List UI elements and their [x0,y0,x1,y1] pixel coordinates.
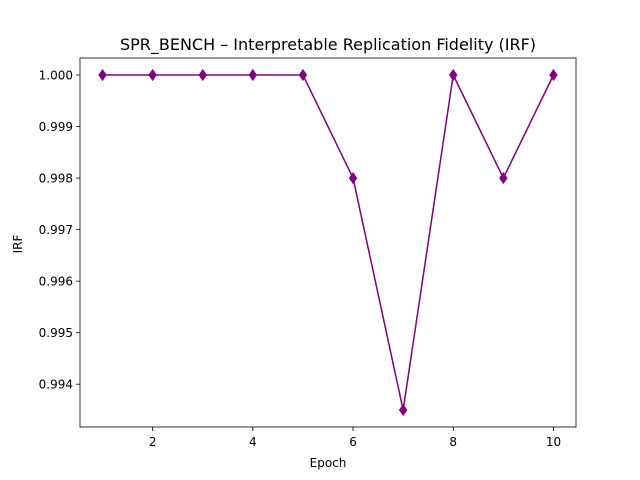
y-tick-label: 0.997 [39,223,73,237]
x-tick-label: 8 [449,435,457,449]
x-tick-label: 4 [249,435,257,449]
plot-area: 2 4 6 8 10 0.994 0.995 0.996 0.997 0.998 0.999 1.00… [39,57,577,449]
plot-frame [79,57,577,428]
data-point-marker [148,68,157,82]
y-tick-label: 1.000 [39,69,73,83]
chart-title: SPR_BENCH – Interpretable Replication Fi… [120,35,536,55]
data-point-marker [398,403,408,417]
series-line [102,74,555,411]
x-tick-label: 10 [546,435,561,449]
y-axis-label: IRF [11,235,25,254]
data-point-marker [98,68,107,82]
x-axis-label: Epoch [310,456,347,470]
data-point-marker [348,172,358,185]
x-tick-label: 6 [349,435,357,449]
data-point-marker [298,68,308,82]
data-point-marker [499,172,508,185]
data-point-marker [198,68,207,82]
x-tick-label: 2 [149,435,157,449]
y-tick-label: 0.996 [39,275,73,289]
y-tick-label: 0.999 [39,120,73,134]
data-point-marker [449,68,458,82]
data-point-marker [549,68,558,82]
y-tick-label: 0.998 [39,172,73,186]
y-tick-label: 0.994 [39,378,73,392]
y-tick-label: 0.995 [39,326,73,340]
data-point-marker [248,68,258,82]
